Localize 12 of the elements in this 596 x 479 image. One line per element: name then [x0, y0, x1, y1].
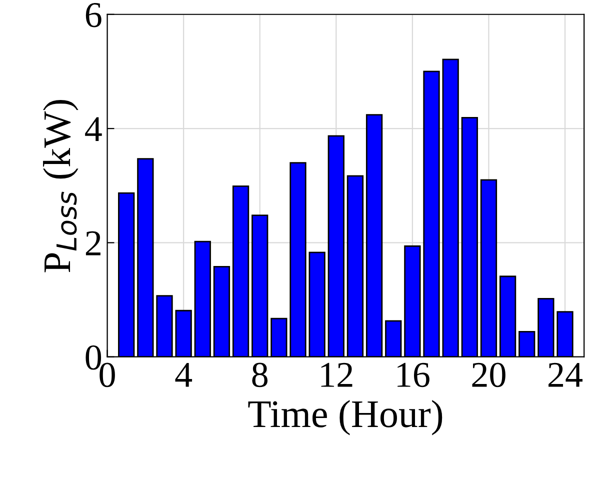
y-tick-label: 6 [86, 2, 102, 28]
y-tick-label: 2 [86, 231, 100, 256]
y-axis-title: P$_{Loss}$ (kW) [43, 100, 78, 272]
y-tick-label: 4 [85, 117, 102, 142]
x-tick-label: 12 [321, 362, 352, 387]
x-tick-label: 4 [175, 363, 192, 387]
x-tick-label: 20 [472, 362, 506, 388]
x-tick-label: 16 [398, 362, 430, 388]
x-tick-label: 24 [548, 362, 582, 387]
x-tick-label: 8 [252, 362, 268, 388]
y-tick-label: 0 [86, 345, 102, 370]
x-axis-title: Time (Hour) [248, 400, 442, 436]
